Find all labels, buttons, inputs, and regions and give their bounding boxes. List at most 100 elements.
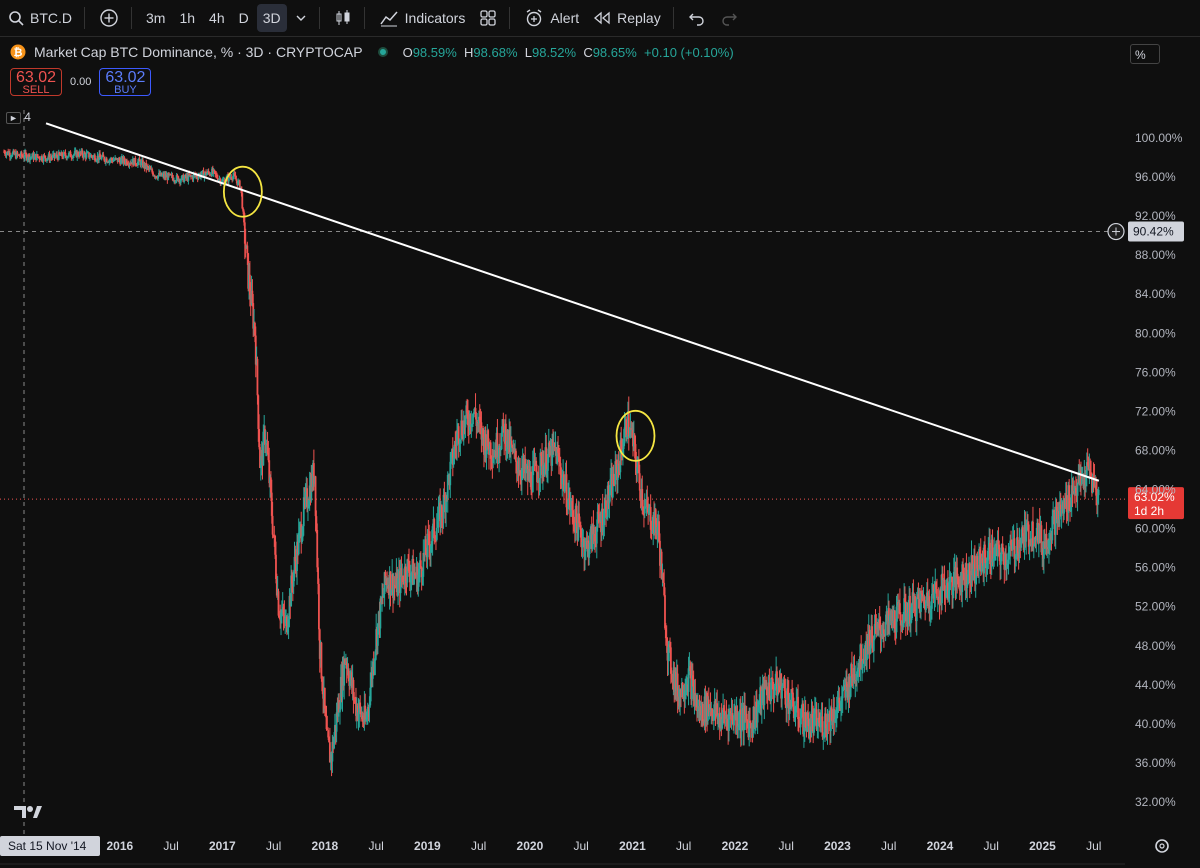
candle-body [242,208,245,212]
interval-3m[interactable]: 3m [146,10,166,26]
candle-body [967,569,970,585]
x-tick-label: Jul [676,839,691,853]
candle-body [615,461,618,465]
redo-button[interactable] [714,4,744,32]
candle-body [62,152,65,158]
axis-mode-button[interactable]: % [1130,44,1160,64]
highlight-circle[interactable] [222,165,263,218]
candle-body [744,705,746,715]
date-label-bg [0,836,100,856]
candle-body [172,177,175,181]
interval-3d[interactable]: 3D [256,4,287,32]
alert-button[interactable]: Alert [518,4,585,32]
candle-body [622,443,625,449]
candle-body [816,726,819,730]
candle-body [410,572,413,577]
interval-d[interactable]: D [238,10,249,26]
candle-body [947,590,950,599]
symbol-search-button[interactable]: BTC.D [2,4,78,32]
candle-body [419,560,422,568]
candle-body [320,642,323,679]
interval-4h[interactable]: 4h [209,10,225,26]
candle-body [575,505,578,523]
interval-dropdown[interactable] [289,4,313,32]
layouts-button[interactable] [473,4,503,32]
candle-body [386,578,389,586]
sell-button[interactable]: 63.02 SELL [10,68,62,96]
buy-button[interactable]: 63.02 BUY [99,68,152,96]
candle-body [257,395,260,429]
candle-body [365,719,367,721]
candle-body [471,424,474,426]
candle-body [136,164,138,166]
candle-body [611,473,614,498]
replay-button[interactable]: Replay [587,4,667,32]
candle-body [443,494,446,498]
candle-body [834,718,836,722]
candle-body [108,160,111,163]
candle-body [707,699,710,710]
settings-gear-icon[interactable] [1155,839,1169,853]
divider [84,7,85,29]
candle-body [519,470,522,477]
candle-body [626,437,628,439]
highlight-circle[interactable] [615,409,656,462]
candle-body [58,152,61,155]
candle-body [979,549,981,554]
candle-body [83,152,85,158]
candle-body [803,730,805,735]
candle-body [895,606,898,633]
candle-body [637,461,640,474]
candle-body [177,176,180,182]
chart-type-button[interactable] [328,4,358,32]
y-tick-label: 76.00% [1135,365,1176,379]
candle-body [379,598,382,629]
candle-body [110,158,113,160]
candle-body [440,505,443,518]
candle-body [421,576,424,578]
candle-body [227,175,230,182]
candle-body [266,443,269,454]
y-tick-label: 48.00% [1135,639,1176,653]
candle-body [498,448,501,457]
compare-symbol-button[interactable] [93,4,125,32]
candle-body [851,664,853,678]
candle-body [601,508,604,532]
candle-body [370,672,373,688]
tradingview-logo-icon[interactable] [14,806,42,818]
candle-body [845,681,848,687]
y-tick-label: 92.00% [1135,209,1176,223]
candle-body [19,156,21,158]
y-tick-label: 56.00% [1135,561,1176,575]
candle-body [1060,509,1063,516]
y-tick-label: 80.00% [1135,326,1176,340]
undo-button[interactable] [682,4,712,32]
candle-body [161,175,164,177]
candle-body [57,152,60,160]
candle-body [641,489,644,507]
last-price-value: 63.02% [1134,490,1175,504]
candle-body [931,594,933,609]
candle-body [592,524,595,535]
trendline[interactable] [45,122,1100,482]
candle-body [872,638,875,652]
buy-price: 63.02 [105,69,146,86]
collapse-indicators-toggle[interactable]: ► 4 [6,110,31,124]
candle-body [909,595,911,624]
indicators-button[interactable]: Indicators [373,4,472,32]
candle-body [650,529,653,532]
interval-1h[interactable]: 1h [179,10,196,26]
y-tick-label: 88.00% [1135,248,1176,262]
candle-body [863,659,866,661]
candle-body [996,539,999,556]
candle-body [504,423,507,451]
candle-body [288,595,291,620]
candle-body [573,521,575,524]
candle-body [880,633,883,638]
candle-body [53,152,56,158]
candle-body [696,695,698,712]
candle-body [838,697,841,703]
candle-body [781,684,784,687]
candle-body [64,152,67,156]
